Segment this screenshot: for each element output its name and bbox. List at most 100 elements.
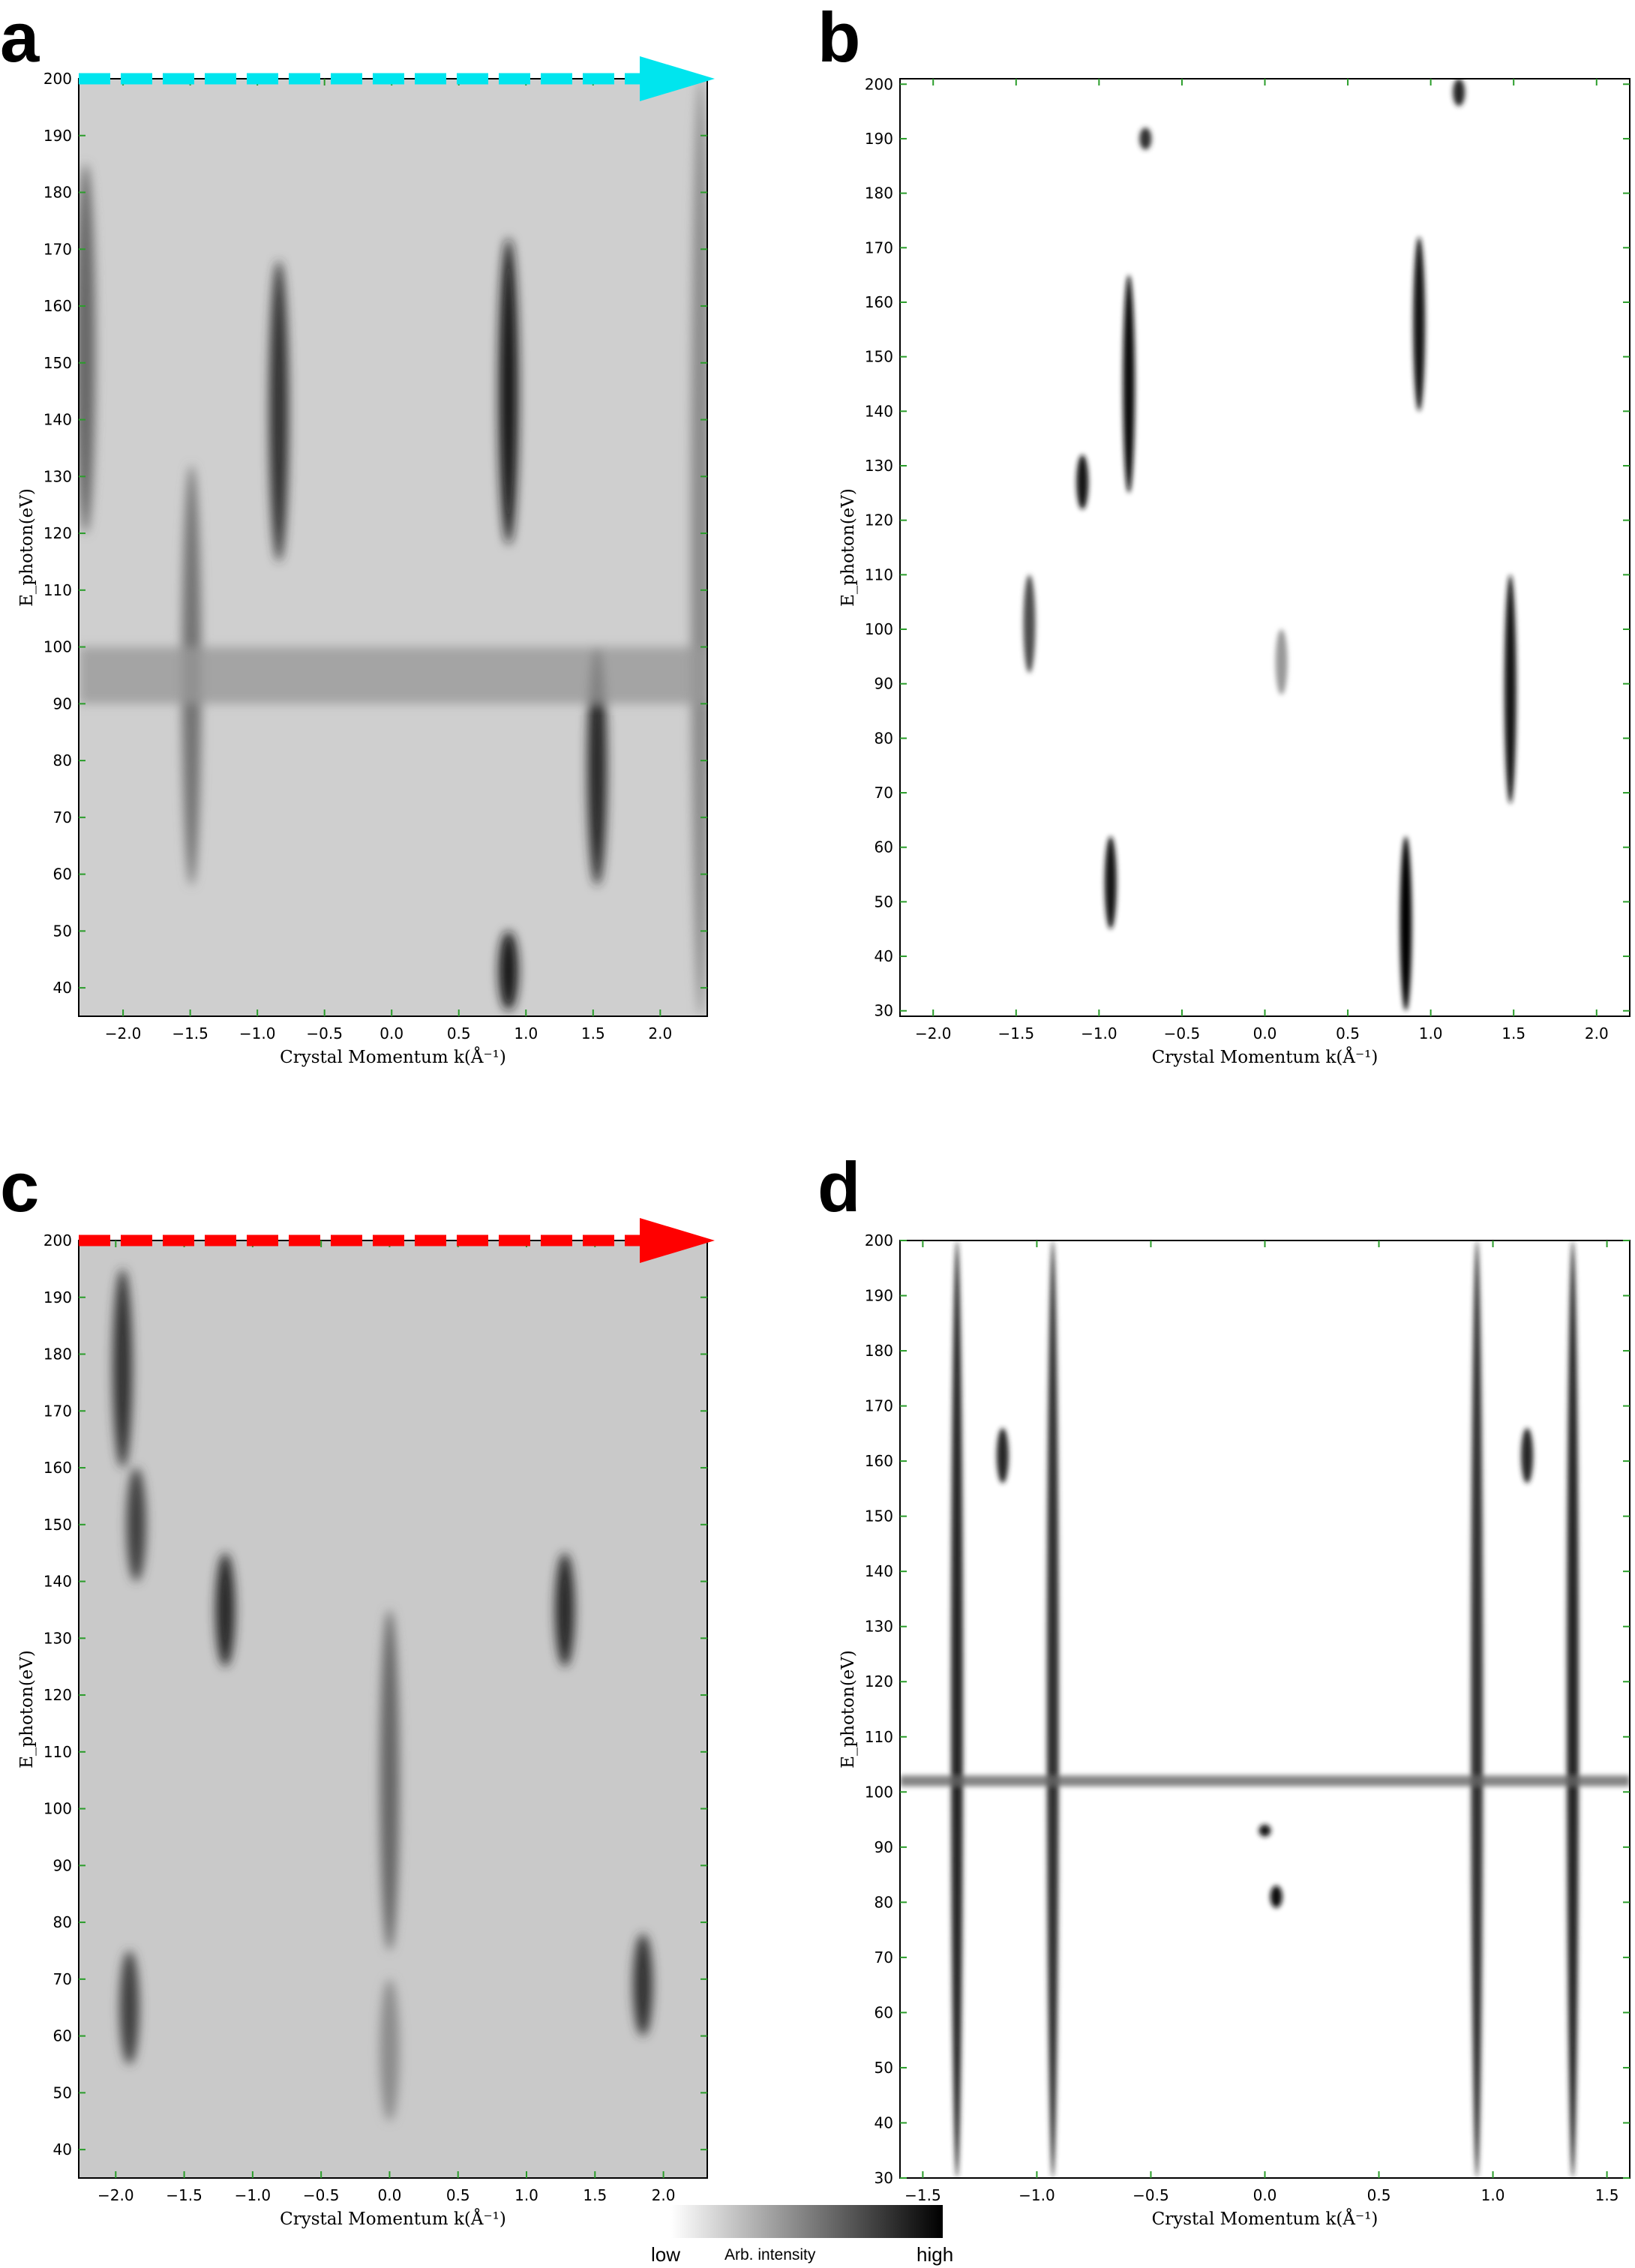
panel-c: 40 50 60 70 80 90 100 110 120 130 140 150 160 170 180 1… xyxy=(17,1218,715,2229)
y-tick-label: 200 xyxy=(44,1232,72,1250)
x-tick-label: 1.0 xyxy=(1419,1024,1443,1042)
heatmap-feature-5 xyxy=(119,1950,140,2065)
x-tick-label: 1.0 xyxy=(514,2186,538,2204)
heatmap-features xyxy=(900,1240,1630,2178)
y-tick-label: 60 xyxy=(53,866,72,884)
y-tick-label: 100 xyxy=(44,638,72,656)
heatmap-feature-2 xyxy=(215,1552,236,1667)
y-tick-label: 170 xyxy=(865,238,893,256)
x-tick-label: −1.5 xyxy=(172,1024,208,1042)
heatmap-feature-0 xyxy=(1400,836,1412,1011)
x-tick-label: −0.5 xyxy=(303,2186,340,2204)
y-tick-label: 140 xyxy=(865,1562,893,1580)
y-tick-label: 180 xyxy=(865,184,893,202)
colorbar-gradient xyxy=(671,2205,943,2238)
direction-arrow-head xyxy=(640,1218,715,1263)
panel-letter-b: b xyxy=(818,0,860,76)
y-tick-label: 30 xyxy=(874,1002,893,1020)
x-tick-label: 0.5 xyxy=(1367,2186,1391,2204)
x-tick-label: 0.5 xyxy=(446,2186,470,2204)
y-tick-label: 70 xyxy=(874,784,893,802)
x-tick-label: 2.0 xyxy=(648,1024,672,1042)
y-tick-label: 170 xyxy=(865,1397,893,1415)
x-tick-label: 0.0 xyxy=(1253,1024,1277,1042)
y-tick-label: 110 xyxy=(865,1728,893,1746)
y-tick-label: 190 xyxy=(865,130,893,148)
x-tick-label: −1.5 xyxy=(166,2186,202,2204)
x-tick-label: −2.0 xyxy=(98,2186,134,2204)
y-tick-label: 190 xyxy=(44,1288,72,1306)
heatmap-feature-4 xyxy=(1104,836,1117,929)
y-tick-label: 120 xyxy=(865,512,893,530)
direction-arrow-head xyxy=(640,56,715,101)
y-tick-label: 100 xyxy=(865,620,893,638)
y-tick-label: 90 xyxy=(53,694,72,712)
panel-letter-a: a xyxy=(0,0,40,76)
y-tick-label: 40 xyxy=(53,979,72,997)
x-tick-label: −0.5 xyxy=(1132,2186,1169,2204)
y-tick-label: 140 xyxy=(44,1573,72,1591)
y-tick-label: 110 xyxy=(865,566,893,584)
heatmap-feature-9 xyxy=(1275,629,1288,695)
heatmap-feature-5 xyxy=(1521,1428,1534,1484)
x-tick-label: 1.5 xyxy=(1502,1024,1526,1042)
heatmap-feature-3 xyxy=(1076,454,1089,510)
x-tick-label: −1.0 xyxy=(1018,2186,1055,2204)
heatmap-feature-6 xyxy=(1270,1886,1282,1908)
heatmap-feature-3 xyxy=(555,1552,575,1667)
y-tick-label: 70 xyxy=(874,1948,893,1966)
x-tick-label: −1.0 xyxy=(235,2186,272,2204)
y-tick-label: 180 xyxy=(44,184,72,202)
x-tick-label: 1.0 xyxy=(514,1024,538,1042)
x-axis-label: Crystal Momentum k(Å⁻¹) xyxy=(1152,1046,1378,1067)
y-tick-label: 100 xyxy=(44,1800,72,1818)
y-tick-label: 130 xyxy=(44,467,72,485)
y-tick-label: 80 xyxy=(53,1913,72,1931)
x-tick-label: −1.0 xyxy=(239,1024,276,1042)
x-tick-label: −1.0 xyxy=(1081,1024,1118,1042)
y-axis-label: E_photon(eV) xyxy=(17,488,37,607)
heatmap-feature-2 xyxy=(1471,1240,1484,2178)
y-tick-label: 200 xyxy=(44,70,72,88)
x-tick-label: 1.0 xyxy=(1481,2186,1505,2204)
panel-d: 30 40 50 60 70 80 90 100 110 120 130 140 150 160 170 18… xyxy=(838,1232,1630,2229)
y-tick-label: 80 xyxy=(874,1893,893,1911)
x-tick-label: 1.5 xyxy=(1595,2186,1619,2204)
heatmap-background xyxy=(79,79,707,1016)
y-tick-label: 200 xyxy=(865,75,893,93)
y-tick-label: 150 xyxy=(865,1508,893,1526)
heatmap-feature-3 xyxy=(1566,1240,1579,2178)
y-tick-label: 50 xyxy=(53,922,72,940)
y-tick-label: 90 xyxy=(874,675,893,693)
heatmap-background xyxy=(900,1240,1630,2178)
heatmap-feature-3 xyxy=(587,646,608,886)
y-tick-label: 160 xyxy=(865,1452,893,1470)
y-tick-label: 180 xyxy=(865,1342,893,1360)
x-axis-label: Crystal Momentum k(Å⁻¹) xyxy=(280,2208,506,2229)
heatmap-feature-6 xyxy=(691,79,707,1016)
x-tick-label: 1.5 xyxy=(583,2186,607,2204)
y-tick-label: 50 xyxy=(53,2084,72,2102)
colorbar-high-label: high xyxy=(916,2243,953,2266)
y-tick-label: 150 xyxy=(44,354,72,372)
x-tick-label: −2.0 xyxy=(915,1024,952,1042)
heatmap-features xyxy=(1023,79,1516,1011)
heatmap-feature-7 xyxy=(1139,128,1152,150)
heatmap-feature-1 xyxy=(126,1468,146,1582)
x-tick-label: −1.5 xyxy=(904,2186,941,2204)
y-tick-label: 130 xyxy=(865,457,893,475)
heatmap-feature-7 xyxy=(380,1978,400,2122)
y-tick-label: 170 xyxy=(44,1402,72,1420)
y-tick-label: 50 xyxy=(874,2059,893,2077)
y-tick-label: 90 xyxy=(874,1838,893,1856)
panel-letter-d: d xyxy=(818,1148,860,1226)
heatmap-feature-6 xyxy=(1023,574,1036,674)
y-tick-label: 70 xyxy=(53,808,72,826)
y-tick-label: 150 xyxy=(44,1516,72,1534)
x-axis-label: Crystal Momentum k(Å⁻¹) xyxy=(280,1046,506,1067)
y-axis-label: E_photon(eV) xyxy=(838,1650,858,1768)
y-tick-label: 100 xyxy=(865,1783,893,1801)
heatmap-feature-2 xyxy=(268,260,289,562)
y-tick-label: 200 xyxy=(865,1232,893,1250)
